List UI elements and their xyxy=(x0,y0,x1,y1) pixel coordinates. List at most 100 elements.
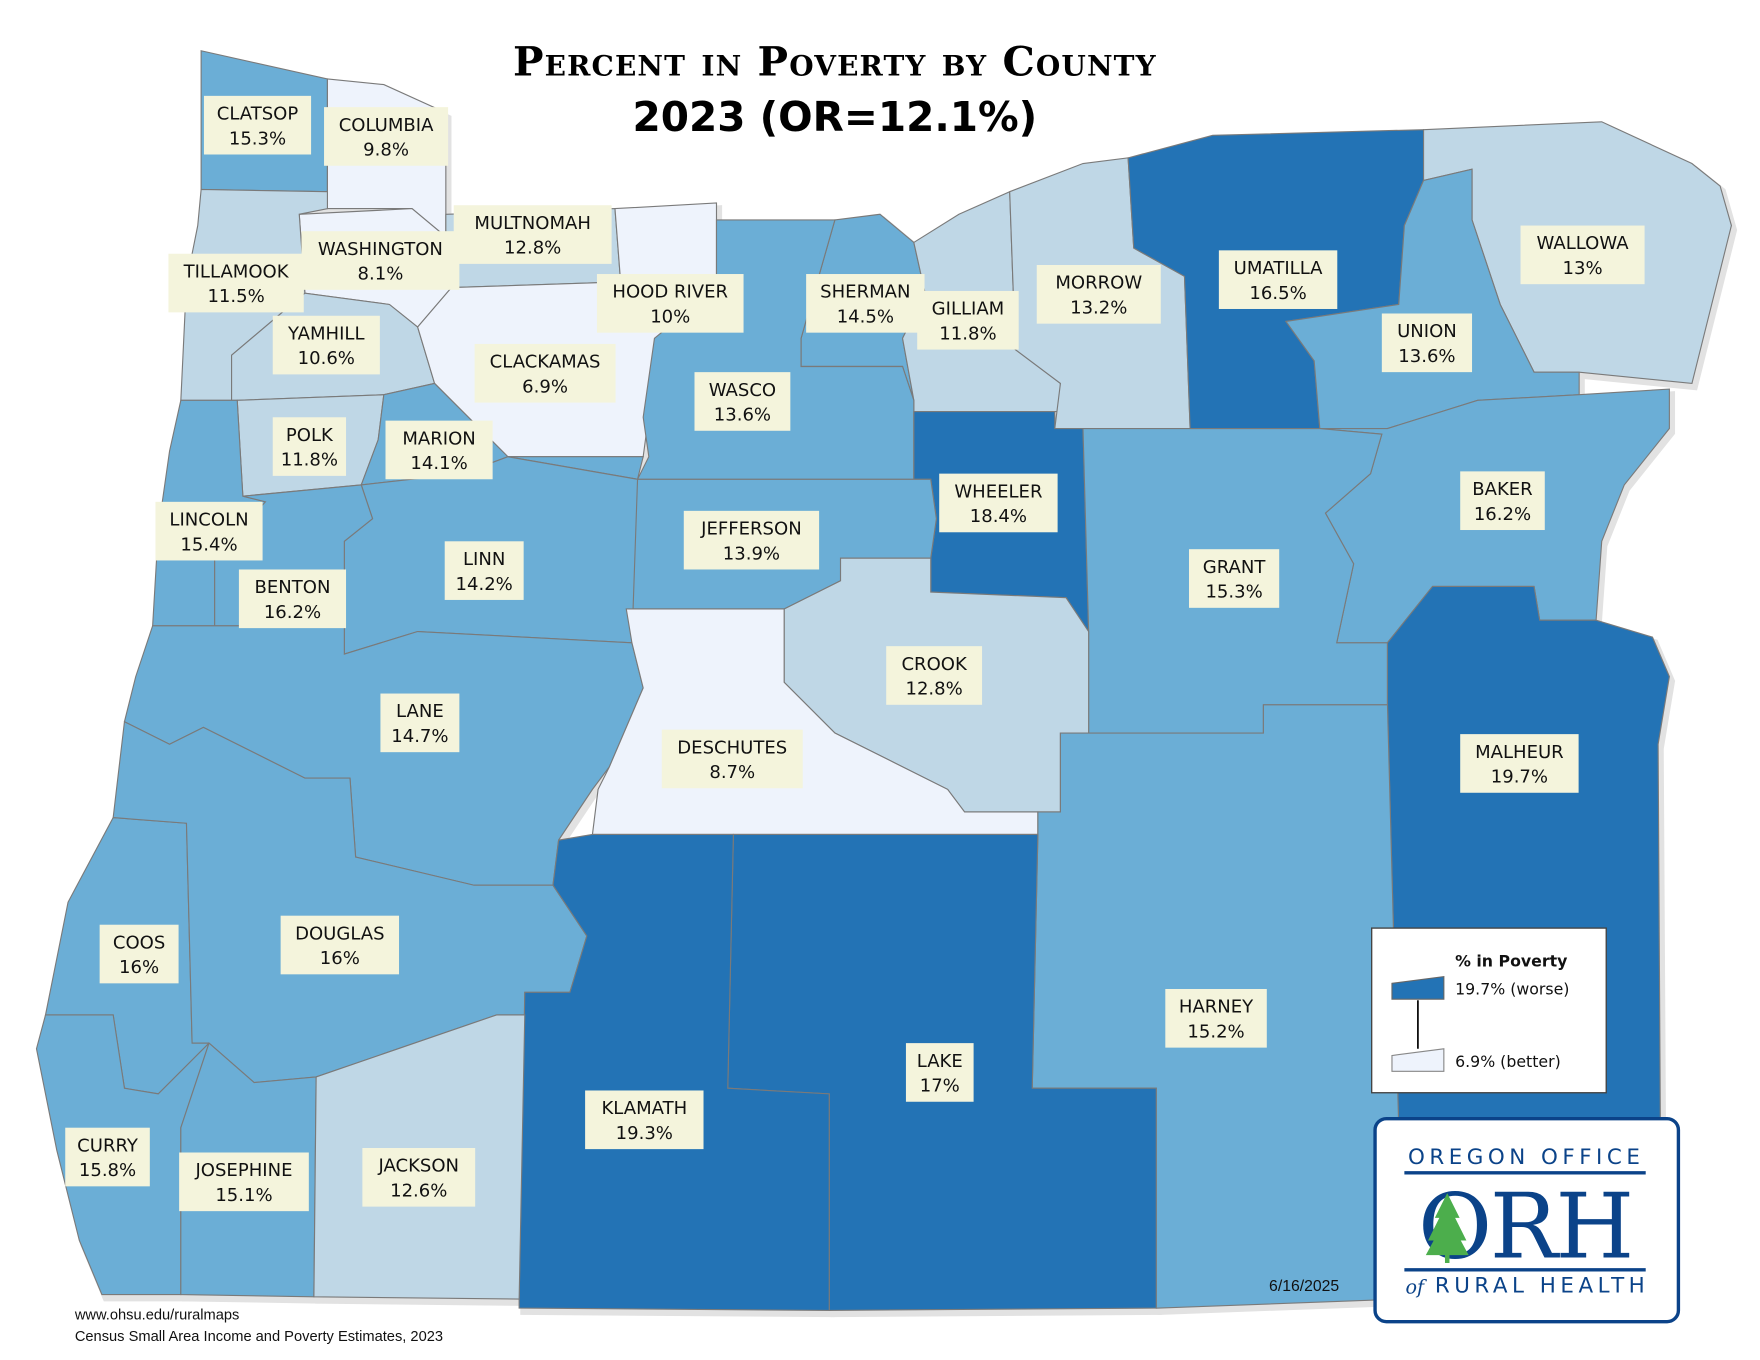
county-value: 14.5% xyxy=(837,307,894,328)
county-value: 11.8% xyxy=(939,323,996,344)
county-label: LINCOLN 15.4% xyxy=(155,501,263,561)
county-name: DESCHUTES xyxy=(677,737,787,758)
county-label: SHERMAN 14.5% xyxy=(806,274,925,333)
county-label: CLACKAMAS 6.9% xyxy=(474,343,616,403)
county-name: LINCOLN xyxy=(169,510,248,531)
county-value: 13.6% xyxy=(1398,346,1455,367)
county-label: YAMHILL 10.6% xyxy=(272,315,380,375)
label-box xyxy=(272,315,380,375)
county-label: CROOK 12.8% xyxy=(886,646,983,705)
county-value: 16.5% xyxy=(1249,283,1306,304)
label-box xyxy=(1188,549,1280,608)
county-name: LAKE xyxy=(917,1051,963,1072)
county-label: MARION 14.1% xyxy=(385,420,493,480)
label-box xyxy=(444,541,524,600)
county-name: GRANT xyxy=(1203,557,1267,578)
county-value: 15.4% xyxy=(180,534,237,555)
county-value: 13.6% xyxy=(714,405,771,426)
county-value: 19.7% xyxy=(1491,767,1548,788)
legend-swatch-min xyxy=(1391,1048,1445,1072)
label-box xyxy=(1165,988,1267,1048)
label-box xyxy=(324,107,449,166)
label-box xyxy=(683,510,820,570)
county-value: 17% xyxy=(920,1076,960,1097)
county-value: 15.8% xyxy=(79,1160,136,1181)
footer-url[interactable]: www.ohsu.edu/ruralmaps xyxy=(74,1307,240,1323)
county-label: MULTNOMAH 12.8% xyxy=(453,205,612,264)
county-label: LANE 14.7% xyxy=(380,693,460,753)
label-box xyxy=(362,1147,476,1207)
label-box xyxy=(280,915,400,975)
label-box xyxy=(585,1090,704,1150)
county-label: WASCO 13.6% xyxy=(694,372,791,431)
county-name: MALHEUR xyxy=(1475,742,1564,763)
county-value: 6.9% xyxy=(522,376,568,397)
county-value: 8.1% xyxy=(358,264,404,285)
county-label: WHEELER 18.4% xyxy=(939,473,1058,533)
label-box xyxy=(99,924,179,984)
county-label: MORROW 13.2% xyxy=(1036,265,1161,324)
county-name: TILLAMOOK xyxy=(183,261,290,282)
label-box xyxy=(1381,313,1473,373)
label-box xyxy=(272,417,347,476)
county-value: 14.7% xyxy=(391,726,448,747)
county-name: KLAMATH xyxy=(601,1098,687,1119)
county-value: 10.6% xyxy=(298,348,355,369)
county-label: UMATILLA 16.5% xyxy=(1218,250,1338,309)
county-label: DOUGLAS 16% xyxy=(280,915,400,975)
map-subtitle: 2023 (OR=12.1%) xyxy=(633,93,1038,141)
label-box xyxy=(203,95,312,155)
label-box xyxy=(65,1127,150,1187)
county-value: 16% xyxy=(119,957,159,978)
county-name: CLACKAMAS xyxy=(490,352,601,373)
legend-title: % in Poverty xyxy=(1455,951,1567,970)
logo-of: of xyxy=(1406,1275,1428,1298)
county-value: 9.8% xyxy=(363,140,409,161)
label-layer: CLATSOP 15.3% COLUMBIA 9.8% MULTNOMAH 12.8% WA… xyxy=(65,95,1645,1212)
county-value: 16.2% xyxy=(1474,504,1531,525)
county-name: WALLOWA xyxy=(1537,233,1630,254)
county-label: BENTON 16.2% xyxy=(238,569,347,629)
county-klamath[interactable] xyxy=(518,833,830,1311)
county-value: 15.3% xyxy=(229,128,286,149)
orh-logo: OREGON OFFICE ORH of RURAL HEALTH xyxy=(1373,1116,1681,1324)
county-label: LAKE 17% xyxy=(905,1043,974,1102)
county-name: JEFFERSON xyxy=(700,519,802,540)
county-label: WALLOWA 13% xyxy=(1520,225,1645,285)
county-name: CURRY xyxy=(77,1135,139,1156)
county-label: JOSEPHINE 15.1% xyxy=(179,1152,309,1212)
county-name: UNION xyxy=(1397,321,1457,342)
label-box xyxy=(1520,225,1645,285)
county-value: 10% xyxy=(650,307,690,328)
county-name: CROOK xyxy=(901,654,968,675)
county-name: MORROW xyxy=(1055,273,1142,294)
county-label: JACKSON 12.6% xyxy=(362,1147,476,1207)
label-box xyxy=(1218,250,1338,309)
county-label: CLATSOP 15.3% xyxy=(203,95,312,155)
county-label: MALHEUR 19.7% xyxy=(1460,734,1579,793)
label-box xyxy=(385,420,493,480)
county-name: JACKSON xyxy=(377,1156,459,1177)
legend-min-label: 6.9% (better) xyxy=(1455,1052,1561,1071)
county-value: 16.2% xyxy=(264,602,321,623)
county-name: COLUMBIA xyxy=(339,115,434,136)
county-label: GILLIAM 11.8% xyxy=(917,290,1019,350)
county-label: DESCHUTES 8.7% xyxy=(661,729,803,789)
county-value: 12.8% xyxy=(504,238,561,259)
county-value: 12.8% xyxy=(905,679,962,700)
label-box xyxy=(1460,471,1545,531)
county-union[interactable] xyxy=(1284,168,1580,430)
county-label: GRANT 15.3% xyxy=(1188,549,1280,608)
county-value: 13.2% xyxy=(1070,297,1127,318)
county-value: 11.8% xyxy=(281,450,338,471)
legend-max-label: 19.7% (worse) xyxy=(1455,980,1569,999)
county-name: HOOD RIVER xyxy=(612,282,728,303)
county-value: 12.6% xyxy=(390,1180,447,1201)
county-value: 13.9% xyxy=(723,543,780,564)
county-name: SHERMAN xyxy=(820,282,910,303)
label-box xyxy=(694,372,791,431)
county-value: 15.1% xyxy=(215,1185,272,1206)
county-value: 14.1% xyxy=(410,453,467,474)
county-label: JEFFERSON 13.9% xyxy=(683,510,820,570)
